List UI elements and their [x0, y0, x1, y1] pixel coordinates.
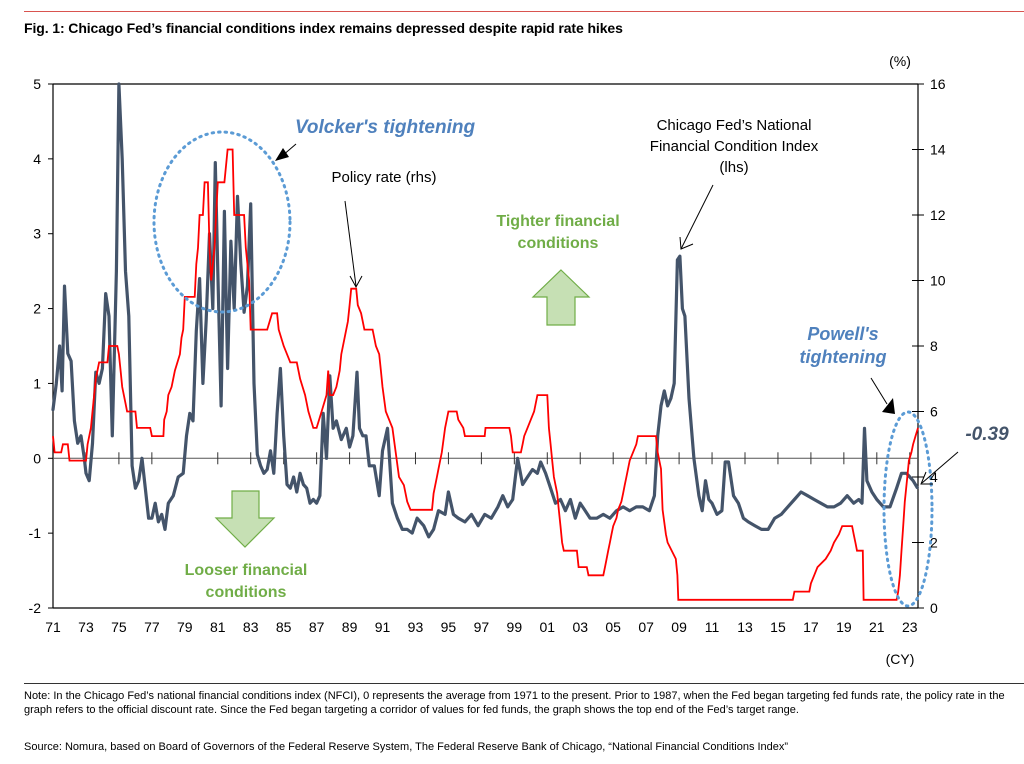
footer-rule: [24, 683, 1024, 684]
y-left-tick-label: 3: [33, 226, 41, 242]
nfci-label-line2: Financial Condition Index: [650, 138, 819, 155]
x-tick-label: 89: [342, 619, 358, 635]
y-left-tick-label: -1: [29, 525, 42, 541]
x-tick-label: 71: [45, 619, 61, 635]
volcker-arrowhead-icon: [275, 148, 289, 161]
x-tick-label: 99: [507, 619, 523, 635]
policy-arrowhead-icon: [349, 275, 363, 289]
series-layer: [51, 82, 919, 601]
footnote: Note: In the Chicago Fed’s national fina…: [24, 690, 1005, 716]
x-tick-label: 93: [408, 619, 424, 635]
x-tick-label: 23: [902, 619, 918, 635]
axes: [48, 83, 924, 609]
powell-arrowhead-icon: [882, 398, 895, 414]
y-right-tick-label: 4: [930, 469, 938, 485]
right-axis-unit: (%): [889, 53, 911, 69]
nfci-series-line: [51, 82, 919, 539]
y-right-tick-label: 14: [930, 142, 946, 158]
source-line: Source: Nomura, based on Board of Govern…: [24, 741, 789, 753]
x-tick-label: 77: [144, 619, 160, 635]
x-tick-label: 87: [309, 619, 325, 635]
y-left-tick-label: 1: [33, 375, 41, 391]
y-right-tick-label: 12: [930, 207, 946, 223]
x-tick-label: 97: [474, 619, 490, 635]
tighter-label-line2: conditions: [518, 235, 599, 252]
y-right-tick-label: 10: [930, 273, 946, 289]
volcker-ellipse: [152, 130, 292, 314]
latest-value-label: -0.39: [965, 424, 1009, 445]
powell-ellipse: [882, 410, 934, 608]
nfci-arrowhead-icon: [679, 236, 694, 250]
x-tick-label: 81: [210, 619, 226, 635]
latest-arrowhead-icon: [920, 471, 933, 485]
x-tick-label: 95: [441, 619, 457, 635]
x-tick-label: 05: [605, 619, 621, 635]
x-tick-label: 15: [770, 619, 786, 635]
up-arrow-icon: [531, 269, 591, 326]
chart: Volcker's tightening Policy rate (rhs) Chi…: [29, 53, 1010, 667]
y-right-tick-label: 8: [930, 338, 938, 354]
x-tick-label: 83: [243, 619, 259, 635]
x-tick-label: 73: [78, 619, 94, 635]
policy-arrow-line: [344, 200, 357, 287]
looser-label-line2: conditions: [206, 584, 287, 601]
powell-label-line2: tightening: [800, 347, 887, 367]
y-right-tick-label: 2: [930, 535, 938, 551]
x-axis-unit: (CY): [886, 651, 915, 667]
x-tick-label: 01: [539, 619, 555, 635]
x-tick-label: 75: [111, 619, 127, 635]
y-left-tick-label: 0: [33, 450, 41, 466]
x-tick-label: 79: [177, 619, 193, 635]
x-tick-label: 13: [737, 619, 753, 635]
powell-arrow-line: [870, 377, 888, 405]
y-left-tick-label: 5: [33, 76, 41, 92]
y-left-tick-label: 2: [33, 301, 41, 317]
latest-arrow-line: [921, 451, 959, 484]
y-right-tick-label: 16: [930, 76, 946, 92]
policy-rate-series-line: [52, 148, 919, 601]
x-tick-label: 09: [671, 619, 687, 635]
y-right-tick-label: 6: [930, 404, 938, 420]
nfci-arrow-line: [680, 184, 714, 250]
top-rule: [24, 11, 1024, 12]
nfci-label-line3: (lhs): [719, 159, 748, 176]
x-tick-label: 11: [705, 619, 720, 635]
down-arrow-icon: [214, 490, 276, 548]
volcker-label: Volcker's tightening: [295, 117, 476, 138]
tighter-label-line1: Tighter financial: [496, 213, 619, 230]
looser-label-line1: Looser financial: [185, 562, 308, 579]
annotations-layer: Volcker's tightening Policy rate (rhs) Chi…: [152, 117, 1009, 608]
powell-label-line1: Powell's: [807, 324, 878, 344]
policy-rate-label: Policy rate (rhs): [331, 169, 436, 186]
y-left-tick-label: -2: [29, 600, 42, 616]
figure-title: Fig. 1: Chicago Fed’s financial conditio…: [24, 20, 623, 36]
x-tick-label: 19: [836, 619, 852, 635]
x-tick-label: 21: [869, 619, 885, 635]
y-right-tick-label: 0: [930, 600, 938, 616]
nfci-label-line1: Chicago Fed’s National: [657, 117, 812, 134]
y-left-tick-label: 4: [33, 151, 41, 167]
x-tick-label: 17: [803, 619, 819, 635]
x-tick-label: 85: [276, 619, 292, 635]
x-tick-label: 07: [638, 619, 654, 635]
x-tick-label: 91: [375, 619, 391, 635]
x-tick-label: 03: [572, 619, 588, 635]
